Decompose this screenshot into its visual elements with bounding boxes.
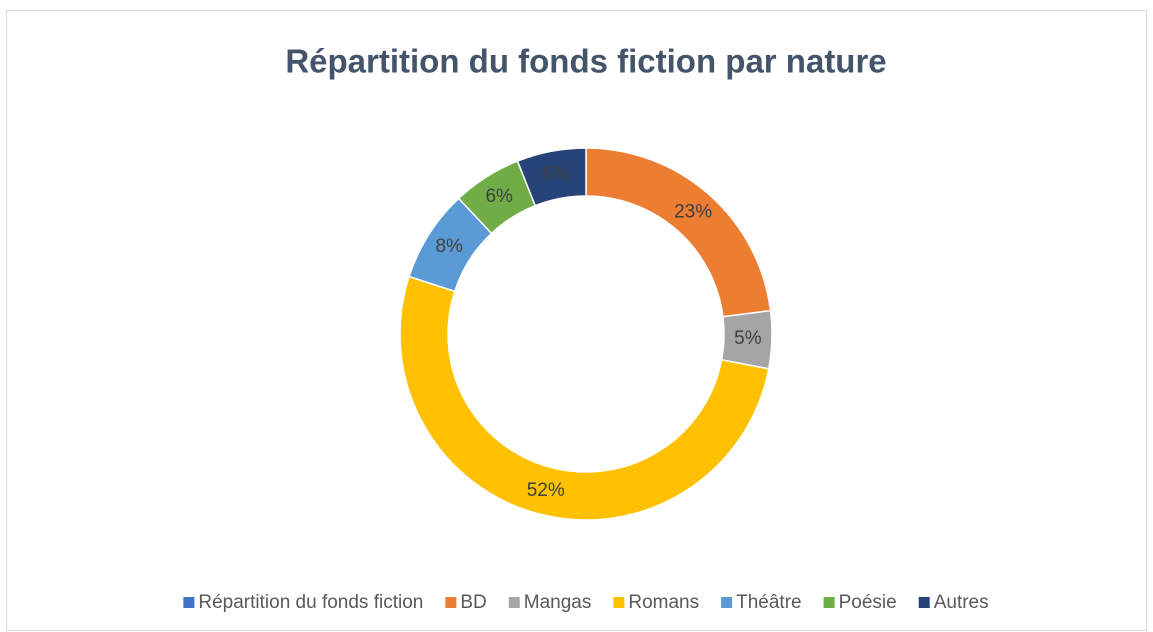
legend-label: Répartition du fonds fiction (198, 592, 423, 613)
legend-label: BD (460, 592, 486, 613)
legend-swatch (183, 597, 195, 608)
legend-swatch (445, 597, 457, 608)
legend-label: Théâtre (736, 592, 801, 613)
donut-slice (516, 147, 587, 207)
legend-label: Mangas (524, 592, 592, 613)
legend-swatch (508, 597, 520, 608)
legend-label: Poésie (839, 592, 897, 613)
chart-border (6, 10, 1147, 631)
data-label: 6% (542, 164, 570, 185)
data-label: 6% (485, 186, 513, 207)
donut-slice (399, 275, 770, 521)
data-label: 23% (674, 201, 712, 222)
legend-swatch (721, 597, 733, 608)
data-label: 52% (527, 480, 565, 501)
legend-label: Autres (934, 592, 989, 613)
legend-swatch (918, 597, 930, 608)
legend-swatch (823, 597, 835, 608)
chart-title: Répartition du fonds fiction par nature (285, 43, 886, 80)
legend-swatch (613, 597, 625, 608)
data-label: 5% (734, 328, 762, 349)
legend-label: Romans (628, 592, 699, 613)
data-label: 8% (435, 236, 463, 257)
